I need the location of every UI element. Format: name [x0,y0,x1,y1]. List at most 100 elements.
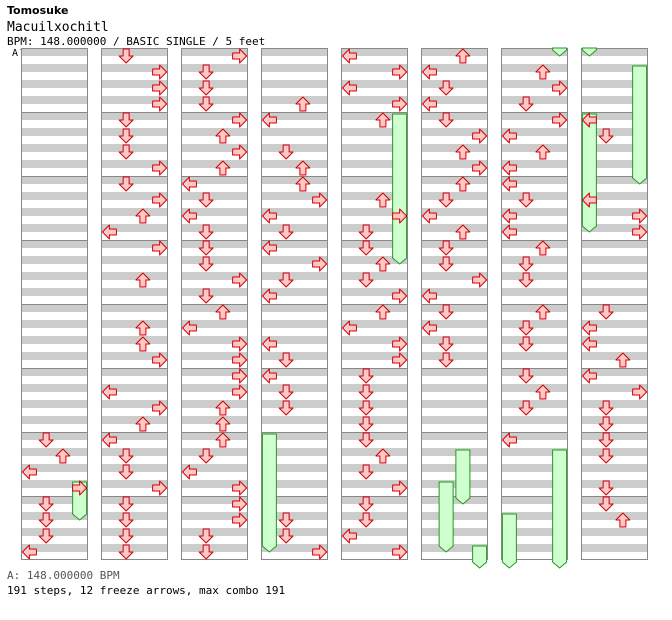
beat-stripe [261,384,328,392]
beat-stripe [341,160,408,168]
left-arrow-icon [101,384,117,400]
column-border [261,48,328,560]
beat-stripe [181,384,248,392]
down-arrow-icon [358,432,374,448]
left-arrow-icon [421,288,437,304]
beat-stripe [181,80,248,88]
down-arrow-icon [278,400,294,416]
right-arrow-icon [232,368,248,384]
beat-stripe [501,512,568,520]
beat-stripe [101,240,168,248]
beat-stripe [501,400,568,408]
right-arrow-icon [392,96,408,112]
beat-stripe [341,320,408,328]
beat-stripe [341,304,408,312]
left-arrow-icon [261,288,277,304]
beat-stripe [101,272,168,280]
up-arrow-icon [375,304,391,320]
beat-stripe [261,448,328,456]
left-arrow-icon [101,432,117,448]
beat-stripe [341,80,408,88]
beat-stripe [21,544,88,552]
left-arrow-icon [21,544,37,560]
beat-stripe [341,272,408,280]
beat-stripe [101,496,168,504]
down-arrow-icon [358,240,374,256]
beat-stripe [101,288,168,296]
up-arrow-icon [455,144,471,160]
beat-stripe [581,224,648,232]
right-arrow-icon [392,64,408,80]
beat-stripe [261,256,328,264]
right-arrow-icon [152,240,168,256]
beat-stripe [261,208,328,216]
left-arrow-icon [581,192,597,208]
beat-stripe [261,48,328,56]
beat-stripe [421,384,488,392]
beat-stripe [21,336,88,344]
beat-stripe [181,512,248,520]
beat-stripe [341,288,408,296]
left-arrow-icon [341,80,357,96]
beat-stripe [101,400,168,408]
left-arrow-icon [261,240,277,256]
down-arrow-icon [198,80,214,96]
beat-stripe [101,528,168,536]
beat-stripe [21,320,88,328]
freeze-arrow [392,113,408,265]
beat-stripe [181,496,248,504]
beat-stripe [261,64,328,72]
down-arrow-icon [438,240,454,256]
beat-stripe [581,256,648,264]
right-arrow-icon [152,352,168,368]
up-arrow-icon [375,112,391,128]
down-arrow-icon [278,272,294,288]
down-arrow-icon [118,448,134,464]
beat-stripe [181,208,248,216]
beat-stripe [421,128,488,136]
beat-stripe [501,528,568,536]
beat-stripe [421,416,488,424]
beat-stripe [21,512,88,520]
beat-stripe [501,384,568,392]
beat-stripe [421,176,488,184]
left-arrow-icon [21,464,37,480]
column-border [101,48,168,560]
left-arrow-icon [501,160,517,176]
beat-stripe [261,144,328,152]
beat-stripe [21,112,88,120]
beat-stripe [181,416,248,424]
beat-stripe [421,272,488,280]
beat-stripe [181,272,248,280]
beat-stripe [101,544,168,552]
beat-stripe [101,48,168,56]
down-arrow-icon [198,240,214,256]
beat-stripe [501,368,568,376]
beat-stripe [261,336,328,344]
left-arrow-icon [261,368,277,384]
left-arrow-icon [501,224,517,240]
left-arrow-icon [501,176,517,192]
up-arrow-icon [375,256,391,272]
beat-stripe [261,160,328,168]
beat-stripe [501,320,568,328]
down-arrow-icon [518,336,534,352]
right-arrow-icon [552,112,568,128]
beat-stripe [581,416,648,424]
down-arrow-icon [518,272,534,288]
beat-stripe [341,368,408,376]
beat-stripe [101,448,168,456]
right-arrow-icon [232,272,248,288]
beat-stripe [421,192,488,200]
column-border [21,48,88,560]
down-arrow-icon [198,192,214,208]
beat-stripe [181,176,248,184]
beat-stripe [341,176,408,184]
up-arrow-icon [215,160,231,176]
beat-stripe [341,544,408,552]
beat-stripe [261,368,328,376]
beat-stripe [501,496,568,504]
beat-stripe [341,256,408,264]
down-arrow-icon [118,48,134,64]
